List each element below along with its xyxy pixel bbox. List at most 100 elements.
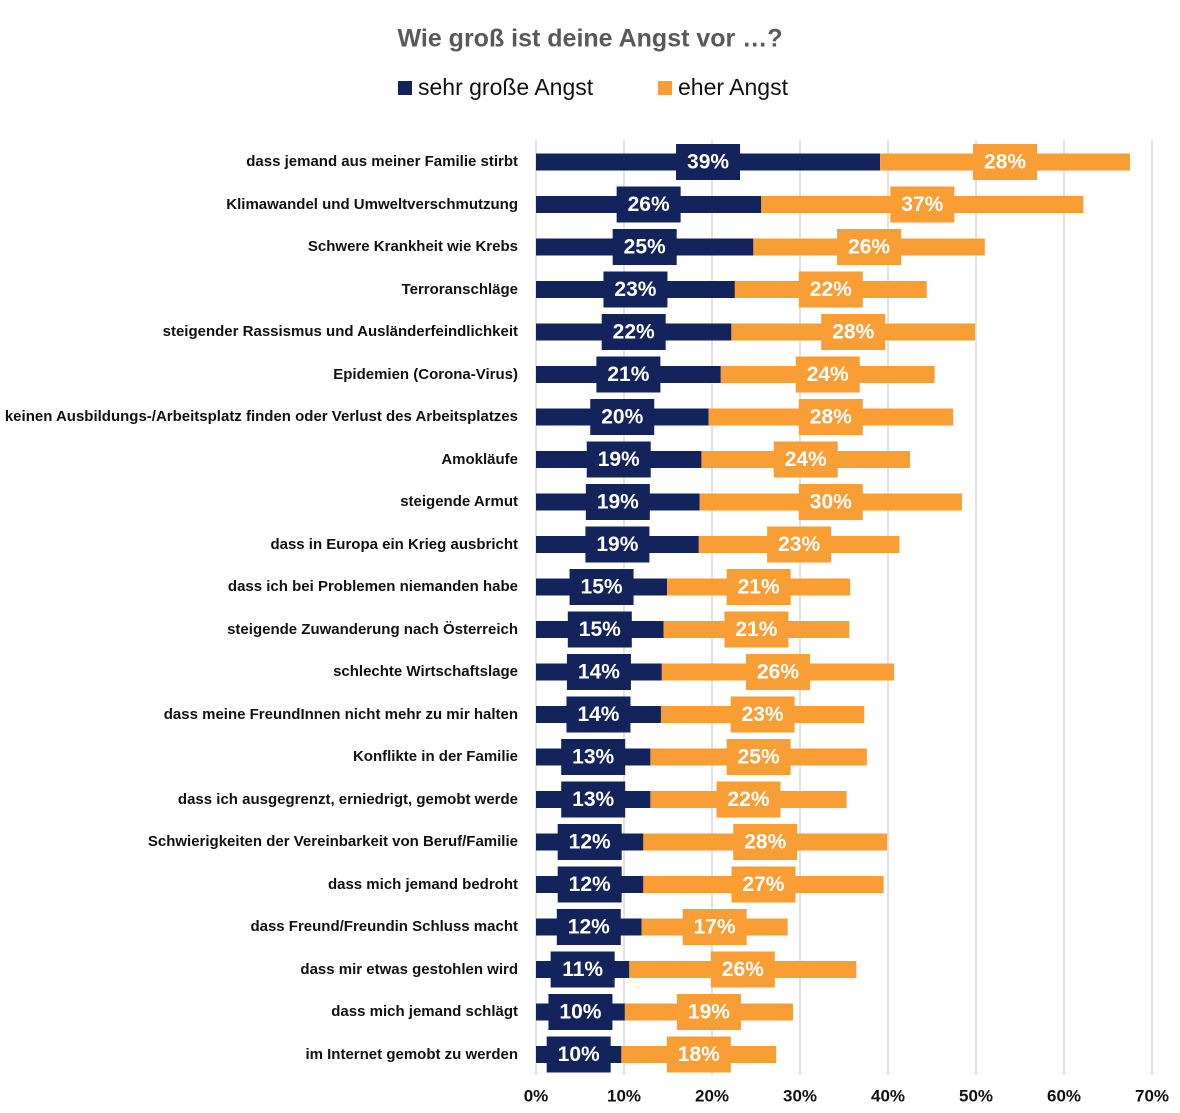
legend-label: eher Angst [678,74,789,100]
y-tick-label: Terroranschläge [401,280,518,298]
data-label: 26% [722,958,764,981]
data-label-box [730,696,795,733]
y-tick-label: im Internet gemobt zu werden [305,1045,518,1063]
data-label-box [973,144,1038,180]
data-label-box [682,909,747,945]
data-label: 28% [984,151,1026,174]
data-label-box [890,186,955,223]
legend-swatch [658,81,672,95]
data-label: 22% [810,278,852,301]
data-label-box [603,271,668,308]
data-label-box [556,909,621,945]
data-label: 21% [738,576,780,599]
data-label-box [590,399,655,435]
data-label: 15% [581,576,623,599]
data-label-box [716,781,781,818]
data-label: 24% [807,363,849,386]
data-label: 19% [597,491,639,514]
x-tick-label: 0% [524,1086,549,1105]
data-label-box [837,229,902,265]
data-label-box [561,781,626,818]
data-label: 13% [572,746,614,769]
data-label: 30% [810,491,852,514]
y-tick-label: dass Freund/Freundin Schluss macht [250,918,518,935]
x-tick-label: 70% [1135,1086,1169,1105]
data-label-box [726,739,791,775]
y-tick-label: dass mir etwas gestohlen wird [300,960,518,978]
data-label-box [676,994,741,1030]
data-label: 11% [562,958,603,981]
data-label-box [557,824,622,860]
data-label-box [821,314,886,350]
data-label: 27% [742,873,784,896]
x-tick-label: 20% [695,1086,729,1105]
data-label-box [731,866,796,903]
data-label-box [798,399,863,435]
data-label: 12% [569,873,611,896]
data-label-box [585,526,650,563]
data-label: 28% [744,831,786,854]
y-tick-label: Konflikte in der Familie [352,748,518,765]
data-label: 28% [832,321,874,344]
data-label-box [676,144,741,180]
x-tick-label: 40% [871,1086,905,1105]
y-tick-label: dass jemand aus meiner Familie stirbt [246,153,518,170]
x-tick-label: 10% [607,1086,641,1105]
y-tick-label: dass ich ausgegrenzt, erniedrigt, gemobt… [177,790,518,808]
data-label-box [767,526,832,563]
x-tick-label: 60% [1047,1086,1081,1105]
data-label: 13% [572,788,614,811]
y-tick-label: steigende Zuwanderung nach Österreich [227,620,518,638]
data-label: 25% [738,746,780,769]
data-label-box [666,1036,731,1073]
y-tick-label: dass ich bei Problemen niemanden habe [227,578,518,595]
data-label-box [566,696,631,733]
data-label-box [561,739,626,775]
data-label: 26% [848,236,890,259]
data-label: 17% [694,916,736,939]
data-label: 18% [678,1043,720,1066]
y-tick-label: keinen Ausbildungs-/Arbeitsplatz finden … [4,408,518,425]
data-label: 10% [559,1001,601,1024]
y-tick-label: steigende Armut [400,493,518,510]
data-label-box [798,484,863,520]
data-label-box [795,356,860,393]
data-label-box [548,994,613,1030]
data-label: 12% [569,831,611,854]
data-label-box [550,951,615,988]
data-label: 19% [598,448,640,471]
data-label-box [596,356,661,393]
y-tick-label: schlechte Wirtschaftslage [333,663,518,680]
data-label: 23% [778,533,820,556]
data-label-box [733,824,798,860]
data-label-box [566,654,631,690]
data-label-box [798,271,863,308]
data-label-box [724,611,789,648]
legend-swatch [398,81,412,95]
legend-label: sehr große Angst [418,74,594,100]
data-label: 10% [558,1043,600,1066]
data-label-box [726,569,791,605]
data-label: 22% [613,321,655,344]
y-tick-label: dass mich jemand schlägt [331,1003,518,1020]
data-label-box [601,314,666,350]
chart-title: Wie groß ist deine Angst vor …? [398,25,783,53]
data-label: 21% [607,363,649,386]
y-tick-label: dass in Europa ein Krieg ausbricht [270,535,518,553]
data-label: 21% [735,618,777,641]
y-tick-label: Klimawandel und Umweltverschmutzung [226,195,518,213]
data-label: 26% [628,193,670,216]
data-label: 39% [687,151,729,174]
data-label: 14% [578,661,620,684]
x-tick-label: 50% [959,1086,993,1105]
data-label: 25% [624,236,666,259]
y-tick-label: Epidemien (Corona-Virus) [333,365,518,383]
data-label: 22% [728,788,770,811]
data-label: 19% [596,533,638,556]
data-label: 12% [568,916,610,939]
data-label-box [585,484,650,520]
y-tick-label: Schwierigkeiten der Vereinbarkeit von Be… [147,833,518,850]
data-label-box [557,866,622,903]
